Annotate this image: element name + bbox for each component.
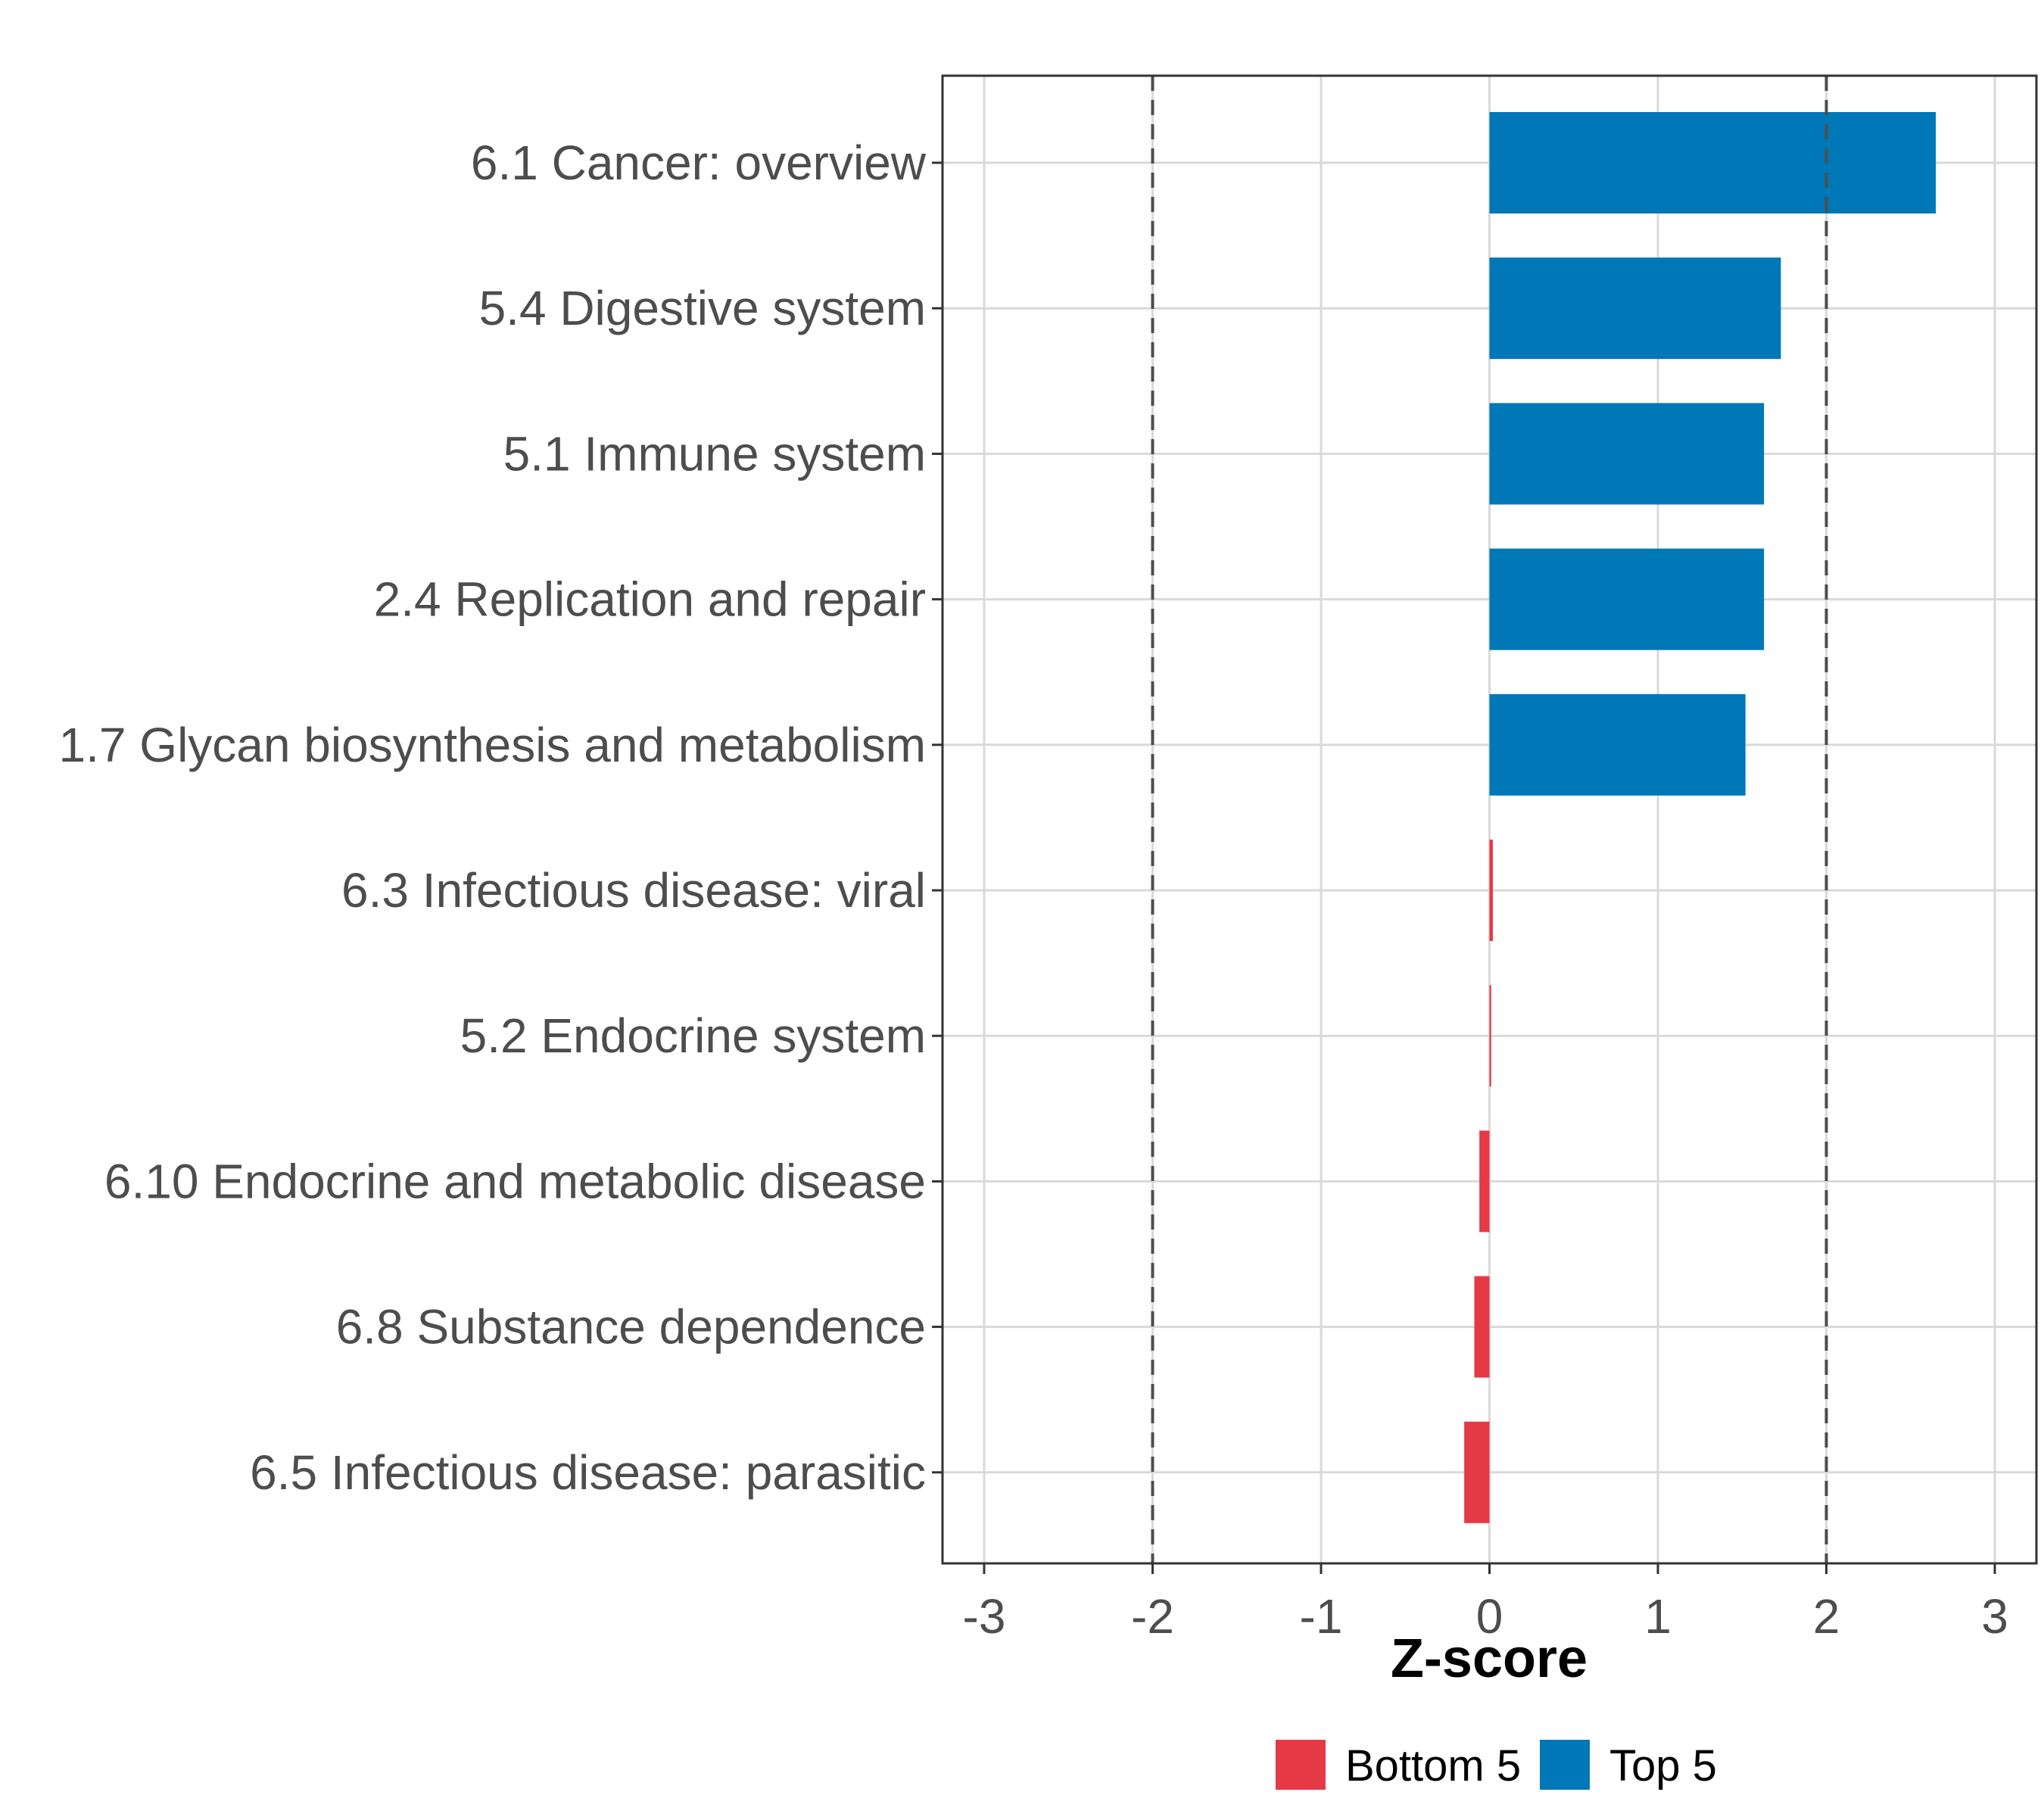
category-label: 6.10 Endocrine and metabolic disease	[104, 1154, 926, 1208]
x-tick-label: -3	[963, 1589, 1006, 1644]
category-label: 6.8 Substance dependence	[336, 1300, 926, 1354]
bar-bottom5	[1464, 1421, 1490, 1523]
bar-bottom5	[1489, 985, 1491, 1087]
bar-bottom5	[1479, 1130, 1490, 1233]
category-label: 5.1 Immune system	[503, 426, 926, 481]
legend-label-top5: Top 5	[1609, 1741, 1717, 1791]
category-label: 6.3 Infectious disease: viral	[341, 863, 926, 918]
x-axis: -3 -2 -1 0 1 2 3	[963, 1563, 2008, 1644]
bar-top5	[1489, 693, 1746, 796]
bars	[1464, 112, 1937, 1523]
category-label: 2.4 Replication and repair	[374, 572, 926, 627]
category-label: 6.1 Cancer: overview	[471, 136, 927, 190]
x-tick-label: 2	[1813, 1589, 1840, 1644]
y-axis: 6.1 Cancer: overview 5.4 Digestive system…	[59, 136, 943, 1500]
bar-bottom5	[1474, 1276, 1490, 1378]
x-tick-label: 0	[1476, 1589, 1503, 1644]
x-axis-title: Z-score	[1391, 1628, 1588, 1689]
reference-lines	[1151, 76, 1828, 1563]
legend-key-bottom5	[1276, 1740, 1326, 1790]
bar-top5	[1489, 548, 1765, 650]
x-tick-label: -2	[1131, 1589, 1174, 1644]
x-tick-label: 1	[1644, 1589, 1672, 1644]
category-label: 5.2 Endocrine system	[460, 1008, 926, 1063]
bar-bottom5	[1489, 840, 1493, 941]
x-tick-label: 3	[1981, 1589, 2008, 1644]
bar-top5	[1489, 257, 1781, 360]
category-label: 5.4 Digestive system	[479, 281, 926, 335]
legend-label-bottom5: Bottom 5	[1345, 1741, 1521, 1791]
category-label: 1.7 Glycan biosynthesis and metabolism	[59, 718, 926, 772]
legend-key-top5	[1540, 1740, 1590, 1790]
bar-top5	[1489, 403, 1765, 505]
legend: Bottom 5 Top 5	[1276, 1740, 1717, 1791]
bar-top5	[1489, 112, 1937, 213]
category-label: 6.5 Infectious disease: parasitic	[250, 1445, 926, 1500]
x-tick-label: -1	[1300, 1589, 1343, 1644]
